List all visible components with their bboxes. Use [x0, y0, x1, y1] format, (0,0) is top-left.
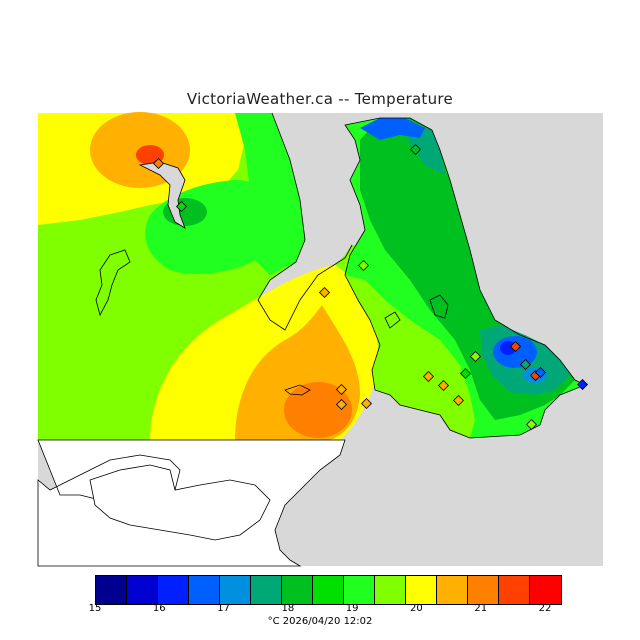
legend-tick-label: 15: [88, 603, 102, 614]
legend-tick-label: 19: [345, 603, 359, 614]
legend-swatch: [158, 576, 189, 604]
station-markers: [152, 143, 589, 431]
legend-tick-label: 20: [410, 603, 423, 614]
unit-timestamp: °C 2026/04/20 12:02: [267, 616, 373, 627]
west-coastline: [257, 112, 353, 331]
legend-swatch: [127, 576, 158, 604]
legend-tick-label: 18: [281, 603, 295, 614]
legend-tick-label: 21: [474, 603, 488, 614]
legend-swatch: [220, 576, 251, 604]
darkorange-spot-south: [284, 382, 352, 438]
blue-north: [360, 118, 425, 140]
station-marker: [437, 379, 450, 392]
station-marker: [409, 143, 422, 156]
legend-swatch: [344, 576, 375, 604]
legend-tick-label: 22: [538, 603, 552, 614]
legend-swatch: [499, 576, 530, 604]
legend-tick-label: 16: [152, 603, 166, 614]
station-marker: [519, 358, 532, 371]
temperature-legend-ticks: 15 16 17 18 19 20 21 22: [89, 603, 552, 617]
island-west: [95, 249, 131, 317]
island-east-1: [429, 294, 449, 319]
station-marker: [452, 394, 465, 407]
island-center: [284, 384, 311, 396]
station-marker: [318, 286, 331, 299]
legend-swatch: [96, 576, 127, 604]
south-white-body: [89, 464, 271, 541]
legend-swatch: [282, 576, 313, 604]
station-marker: [357, 259, 370, 272]
station-marker: [469, 350, 482, 363]
station-marker: [360, 397, 373, 410]
station-marker: [534, 366, 547, 379]
station-marker: [525, 418, 538, 431]
east-coastline: [344, 117, 586, 439]
legend-swatch: [313, 576, 344, 604]
temperature-legend-bar: [95, 575, 562, 605]
station-marker: [422, 370, 435, 383]
station-marker: [335, 398, 348, 411]
legend-swatch: [437, 576, 468, 604]
legend-swatch: [468, 576, 499, 604]
blue-se: [493, 336, 537, 368]
station-marker: [175, 200, 188, 213]
station-marker: [576, 378, 589, 391]
map-title: VictoriaWeather.ca -- Temperature: [186, 90, 454, 108]
station-marker: [509, 340, 522, 353]
legend-swatch: [251, 576, 282, 604]
legend-swatch: [375, 576, 406, 604]
legend-swatch: [406, 576, 437, 604]
station-marker: [459, 367, 472, 380]
legend-tick-label: 17: [217, 603, 230, 614]
legend-swatch: [189, 576, 220, 604]
island-east-2: [384, 311, 401, 329]
nw-inlet: [138, 161, 186, 229]
station-marker: [335, 383, 348, 396]
east-land-lime: [345, 275, 475, 438]
station-marker: [152, 157, 165, 170]
legend-swatch: [530, 576, 561, 604]
